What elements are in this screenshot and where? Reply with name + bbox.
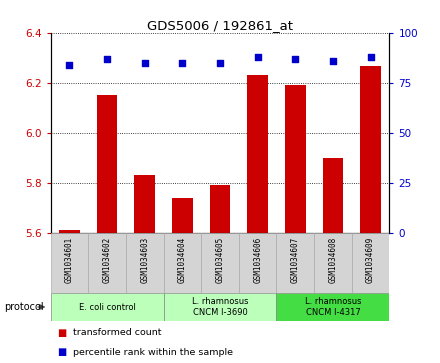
Bar <box>239 233 276 293</box>
Point <box>367 54 374 60</box>
Point <box>141 60 148 66</box>
Text: GSM1034606: GSM1034606 <box>253 237 262 283</box>
Text: GSM1034609: GSM1034609 <box>366 237 375 283</box>
Bar <box>285 86 306 233</box>
Title: GDS5006 / 192861_at: GDS5006 / 192861_at <box>147 19 293 32</box>
Text: ■: ■ <box>57 328 66 338</box>
Point <box>292 56 299 62</box>
Text: GSM1034602: GSM1034602 <box>103 237 112 283</box>
Bar <box>134 175 155 233</box>
Bar <box>276 293 389 321</box>
Bar <box>360 65 381 233</box>
Text: ■: ■ <box>57 347 66 358</box>
Bar <box>352 233 389 293</box>
Text: GSM1034605: GSM1034605 <box>216 237 224 283</box>
Point <box>179 60 186 66</box>
Bar <box>164 293 276 321</box>
Text: L. rhamnosus
CNCM I-4317: L. rhamnosus CNCM I-4317 <box>304 297 361 317</box>
Bar <box>51 233 88 293</box>
Bar <box>88 233 126 293</box>
Text: E. coli control: E. coli control <box>79 302 136 311</box>
Text: GSM1034607: GSM1034607 <box>291 237 300 283</box>
Bar <box>164 233 201 293</box>
Bar <box>323 158 343 233</box>
Bar <box>97 95 117 233</box>
Bar <box>314 233 352 293</box>
Text: protocol: protocol <box>4 302 44 312</box>
Bar <box>51 293 164 321</box>
Text: GSM1034601: GSM1034601 <box>65 237 74 283</box>
Text: GSM1034608: GSM1034608 <box>328 237 337 283</box>
Bar <box>126 233 164 293</box>
Bar <box>172 198 193 233</box>
Point <box>254 54 261 60</box>
Text: L. rhamnosus
CNCM I-3690: L. rhamnosus CNCM I-3690 <box>192 297 248 317</box>
Bar <box>201 233 239 293</box>
Point <box>330 58 337 64</box>
Bar <box>276 233 314 293</box>
Bar <box>247 76 268 233</box>
Text: transformed count: transformed count <box>73 328 161 337</box>
Text: GSM1034603: GSM1034603 <box>140 237 149 283</box>
Text: percentile rank within the sample: percentile rank within the sample <box>73 348 233 357</box>
Point <box>103 56 110 62</box>
Point <box>216 60 224 66</box>
Text: GSM1034604: GSM1034604 <box>178 237 187 283</box>
Bar <box>59 231 80 233</box>
Point <box>66 62 73 68</box>
Bar <box>209 185 231 233</box>
